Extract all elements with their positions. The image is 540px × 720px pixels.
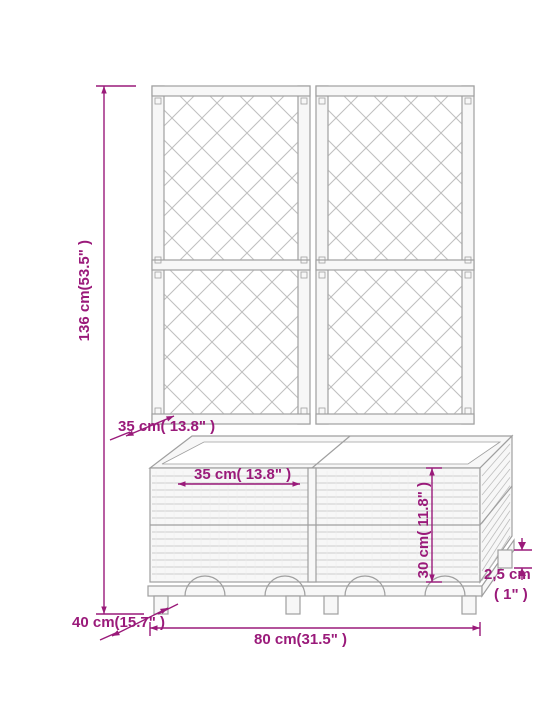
dim-width-overall: 80 cm(31.5" ): [254, 631, 347, 648]
diagram-stage: 136 cm(53.5" ) 35 cm( 13.8" ) 35 cm( 13.…: [0, 0, 540, 720]
dim-height-overall: 136 cm(53.5" ): [76, 240, 93, 341]
dimension-lines: [0, 0, 540, 720]
dim-height-box: 30 cm( 11.8" ): [415, 482, 432, 578]
dim-width-inner: 35 cm( 13.8" ): [194, 466, 291, 483]
dim-depth-top: 35 cm( 13.8" ): [118, 418, 215, 435]
dim-foot-height-cm: 2,5 cm: [484, 566, 531, 583]
dim-depth-bottom: 40 cm(15.7" ): [72, 614, 165, 631]
dim-foot-height-in: ( 1" ): [494, 586, 528, 603]
